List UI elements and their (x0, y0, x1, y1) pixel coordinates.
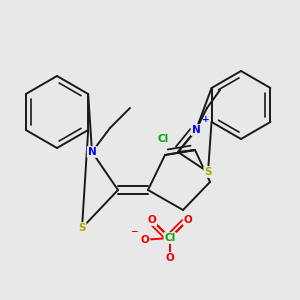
Text: N: N (88, 147, 96, 157)
Text: O: O (184, 215, 192, 225)
Text: S: S (204, 167, 212, 177)
Text: O: O (141, 235, 149, 245)
Text: Cl: Cl (164, 233, 175, 243)
Text: +: + (202, 116, 210, 124)
Text: O: O (148, 215, 156, 225)
Text: N: N (192, 125, 200, 135)
Text: S: S (78, 223, 86, 233)
Text: Cl: Cl (158, 134, 169, 144)
Text: −: − (130, 227, 138, 236)
Text: O: O (166, 253, 174, 263)
